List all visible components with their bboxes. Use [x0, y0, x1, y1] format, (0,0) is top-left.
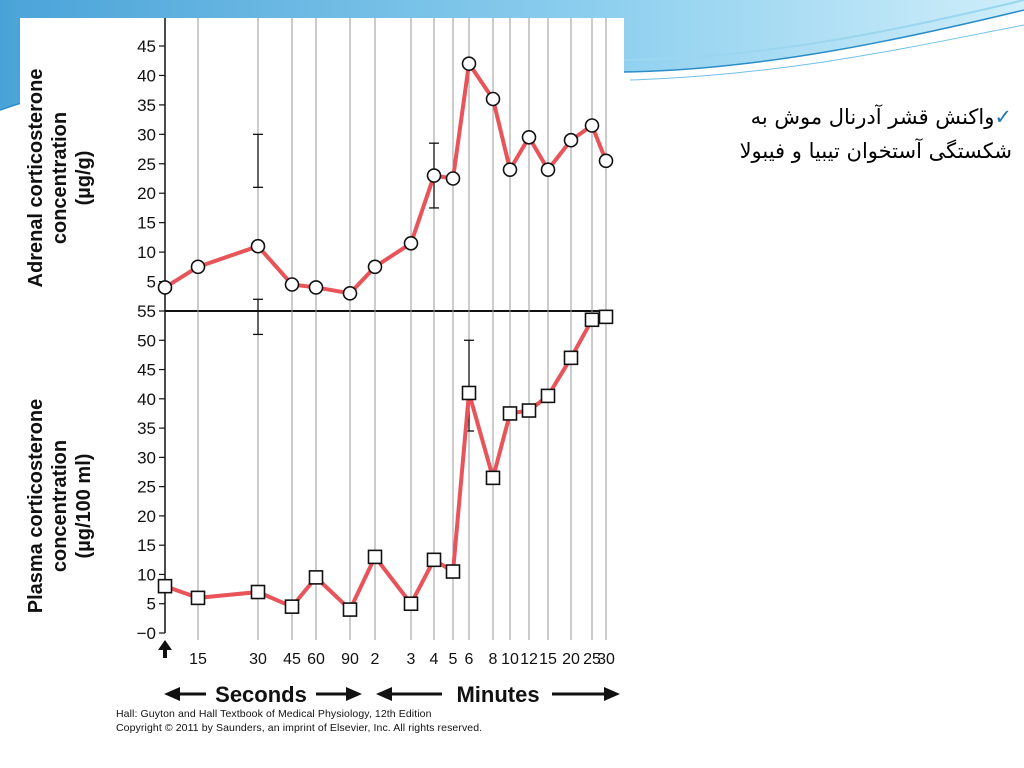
y-tick-label-0-40: 40	[137, 66, 156, 85]
x-tick-label-15: 25	[583, 651, 601, 668]
y-tick-label-1-5: 5	[147, 595, 156, 614]
x-tick-label-16: 30	[597, 651, 615, 668]
y-tick-label-0-25: 25	[137, 155, 156, 174]
data-point-1-8	[426, 552, 442, 568]
y-axis-title-1-line1: Plasma corticosterone	[25, 399, 47, 614]
note-line-2: شکستگی آستخوان تیبیا و فیبولا	[739, 139, 1012, 163]
x-tick-label-4: 90	[341, 651, 359, 668]
y-tick-label-1-40: 40	[137, 390, 156, 409]
y-tick-label-1-30: 30	[137, 448, 156, 467]
x-tick-label-11: 10	[501, 651, 519, 668]
y-axis-title-1-line3: (µg/100 ml)	[73, 454, 95, 559]
y-axis-title-0-line2: concentration	[49, 112, 71, 244]
note-line-1: واکنش قشر آدرنال موش به	[750, 105, 995, 129]
data-point-1-15	[563, 350, 579, 366]
data-point-1-11	[485, 470, 501, 486]
y-tick-label-0-30: 30	[137, 125, 156, 144]
data-point-1-1	[190, 590, 206, 606]
y-tick-label-0-45: 45	[137, 37, 156, 56]
data-point-0-16	[584, 118, 600, 133]
credit-line-1: Hall: Guyton and Hall Textbook of Medica…	[116, 708, 432, 720]
data-point-1-12	[502, 406, 518, 421]
data-point-0-9	[445, 171, 461, 186]
credit-line-2: Copyright © 2011 by Saunders, an imprint…	[116, 722, 483, 734]
data-point-0-4	[308, 280, 324, 295]
seconds-arrow-right-head	[346, 687, 362, 701]
data-point-1-9	[445, 564, 461, 579]
data-point-1-4	[308, 570, 324, 585]
x-tick-label-2: 45	[283, 651, 301, 668]
x-tick-label-7: 4	[430, 651, 439, 668]
data-point-1-16	[584, 312, 600, 328]
seconds-arrow-left-head	[164, 687, 180, 701]
y-tick-label-1-45: 45	[137, 361, 156, 380]
data-point-0-13	[521, 129, 537, 145]
data-point-1-3	[284, 599, 300, 614]
data-point-0-12	[502, 162, 518, 177]
data-point-0-1	[190, 259, 206, 275]
x-tick-label-0: 15	[189, 651, 207, 668]
minutes-arrow-left-head	[376, 687, 392, 701]
y-tick-label-0-10: 10	[137, 243, 156, 262]
data-point-1-7	[403, 596, 419, 612]
y-tick-label-0-20: 20	[137, 184, 156, 203]
data-point-0-14	[540, 162, 556, 177]
y-tick-label-1-0: −0	[137, 624, 156, 643]
minutes-label: Minutes	[456, 682, 539, 706]
y-axis-title-1-line2: concentration	[49, 440, 71, 572]
up-arrow-icon	[158, 640, 172, 658]
checkmark-icon: ✓	[994, 105, 1012, 129]
y-tick-label-0-35: 35	[137, 96, 156, 115]
data-point-1-17	[598, 309, 614, 325]
x-tick-label-12: 12	[520, 651, 538, 668]
y-tick-label-1-55: 55	[137, 302, 156, 321]
x-tick-label-13: 15	[539, 651, 557, 668]
y-tick-label-1-25: 25	[137, 478, 156, 497]
seconds-label: Seconds	[215, 682, 307, 706]
data-point-0-7	[403, 235, 419, 251]
x-tick-label-10: 8	[489, 651, 498, 668]
figure: 5 10 15 20 25 30 35 40 45 Adrenal corticosterone c…	[20, 18, 624, 740]
y-tick-label-1-20: 20	[137, 507, 156, 526]
data-point-0-11	[485, 91, 501, 107]
data-point-0-8	[426, 168, 442, 183]
y-tick-label-1-15: 15	[137, 536, 156, 555]
data-point-0-10	[461, 56, 477, 71]
minutes-arrow-right-head	[604, 687, 620, 701]
x-tick-label-1: 30	[249, 651, 267, 668]
y-tick-label-1-35: 35	[137, 419, 156, 438]
slide-note: ✓واکنش قشر آدرنال موش به شکستگی آستخوان …	[632, 100, 1012, 168]
y-axis-title-0-line1: Adrenal corticosterone	[25, 69, 47, 288]
data-point-1-5	[342, 602, 358, 617]
x-tick-label-6: 3	[407, 651, 416, 668]
data-point-0-3	[284, 277, 300, 292]
x-tick-label-5: 2	[371, 651, 380, 668]
data-point-1-0	[157, 578, 173, 594]
data-point-1-14	[540, 388, 556, 404]
data-point-1-10	[461, 385, 477, 401]
data-point-1-13	[521, 403, 537, 418]
data-point-0-2	[250, 238, 266, 254]
series-line-1	[164, 314, 607, 612]
y-axis-title-0-line3: (µg/g)	[73, 151, 95, 206]
x-tick-label-3: 60	[307, 651, 325, 668]
y-tick-label-0-15: 15	[137, 214, 156, 233]
series-line-0	[163, 61, 608, 296]
data-point-0-0	[157, 280, 173, 295]
data-point-0-17	[598, 153, 614, 169]
y-tick-label-1-10: 10	[137, 565, 156, 584]
data-point-1-2	[250, 584, 266, 600]
x-tick-label-9: 6	[465, 651, 474, 668]
y-tick-label-0-5: 5	[147, 273, 156, 292]
y-tick-label-1-50: 50	[137, 331, 156, 350]
data-point-0-15	[563, 132, 579, 148]
x-tick-label-14: 20	[562, 651, 580, 668]
data-point-0-6	[367, 259, 383, 275]
data-point-0-5	[342, 286, 358, 301]
x-tick-label-8: 5	[449, 651, 458, 668]
data-point-1-6	[367, 549, 383, 565]
